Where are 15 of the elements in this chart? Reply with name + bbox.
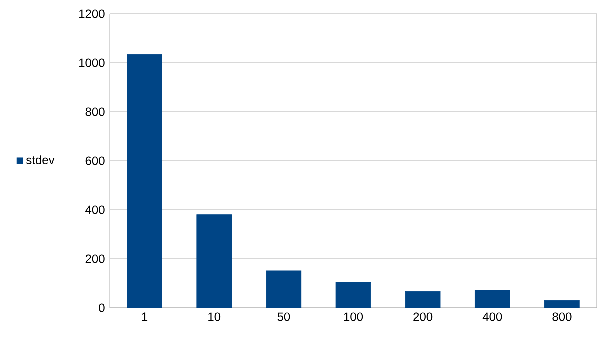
y-tick-label: 800 [86,108,105,116]
y-tick-label: 1200 [80,10,105,18]
y-tick-label: 400 [86,206,105,214]
x-tick-label: 1 [142,312,148,321]
x-tick-label: 10 [208,312,221,322]
x-tick-label: 400 [482,312,502,322]
y-tick-label: 0 [99,304,105,312]
x-tick-label: 200 [414,312,433,322]
legend-label: stdev [26,156,55,164]
y-tick-label: 200 [86,254,105,264]
y-tick-label: 1000 [80,58,105,68]
x-tick-label: 50 [278,312,290,322]
y-tick-label: 600 [86,156,105,166]
x-tick-label: 100 [344,312,364,322]
x-tick-label: 800 [552,312,572,322]
